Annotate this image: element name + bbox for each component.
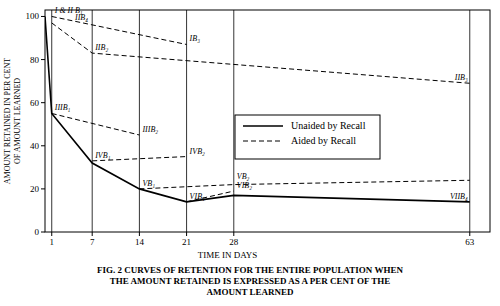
y-axis-label: AMOUNT RETAINED IN PER CENT <box>3 58 12 184</box>
annotation: IB₃ <box>189 34 201 43</box>
tick <box>186 232 187 236</box>
series-line <box>139 180 469 189</box>
x-axis-label: TIME IN DAYS <box>198 250 258 260</box>
y-tick-label: 20 <box>30 184 40 194</box>
annotation: VIIB₄ <box>450 192 468 201</box>
annotation: IVB₁ <box>94 151 110 160</box>
annotation: VIB₁ <box>190 192 205 201</box>
tick <box>51 232 52 236</box>
annotation: IIIB₂ <box>141 125 158 134</box>
tick <box>41 145 45 146</box>
x-tick-label: 21 <box>182 237 191 247</box>
title: AMOUNT LEARNED <box>206 287 294 297</box>
x-tick-label: 1 <box>49 237 54 247</box>
grid-line <box>51 10 52 232</box>
series-line <box>52 113 140 135</box>
series-line <box>45 16 470 201</box>
annotation: VIB₂ <box>237 181 252 190</box>
y-tick-label: 60 <box>30 98 40 108</box>
tick <box>41 102 45 103</box>
series-line <box>52 16 187 44</box>
background <box>0 0 500 306</box>
y-tick-label: 80 <box>30 55 40 65</box>
annotation: IIB₃ <box>454 73 468 82</box>
y-axis-label: OF AMOUNT LEARNED <box>13 78 22 164</box>
x-tick-label: 63 <box>465 237 475 247</box>
series-line <box>52 23 470 83</box>
grid-line <box>139 10 140 232</box>
tick <box>41 59 45 60</box>
annotation: IIB₂ <box>94 43 108 52</box>
annotation: IIB₄ <box>74 13 88 22</box>
grid-line <box>92 10 93 232</box>
legend-swatch <box>243 125 283 127</box>
tick <box>92 232 93 236</box>
tick <box>469 232 470 236</box>
series-group <box>45 16 470 201</box>
chart: 1 7 14 21 28 63 0 20 40 60 80 100 TIME IN DAYS AMOUNT… <box>0 0 500 306</box>
plot-frame <box>45 10 490 232</box>
y-tick-label: 40 <box>30 141 40 151</box>
grid-line <box>186 10 187 232</box>
legend-box <box>235 115 380 159</box>
tick <box>233 232 234 236</box>
title: THE AMOUNT RETAINED IS EXPRESSED AS A PE… <box>110 276 391 286</box>
x-tick-label: 28 <box>229 237 239 247</box>
x-tick-label: 14 <box>135 237 145 247</box>
x-tick-label: 7 <box>90 237 95 247</box>
y-tick-label: 100 <box>26 11 40 21</box>
title: FIG. 2 CURVES OF RETENTION FOR THE ENTIR… <box>97 265 403 275</box>
tick <box>41 16 45 17</box>
annotation: IIIB₁ <box>54 103 71 112</box>
grid-line <box>469 10 470 232</box>
series-line <box>187 191 234 202</box>
annotation: IVB₂ <box>189 147 205 156</box>
legend-label: Aided by Recall <box>291 135 356 146</box>
annotation: VB₁ <box>142 179 155 188</box>
tick <box>41 188 45 189</box>
tick <box>139 232 140 236</box>
tick <box>41 232 45 233</box>
legend-label: Unaided by Recall <box>291 120 366 131</box>
legend-swatch <box>243 141 283 142</box>
y-tick-label: 0 <box>35 227 40 237</box>
grid-line <box>233 10 234 232</box>
